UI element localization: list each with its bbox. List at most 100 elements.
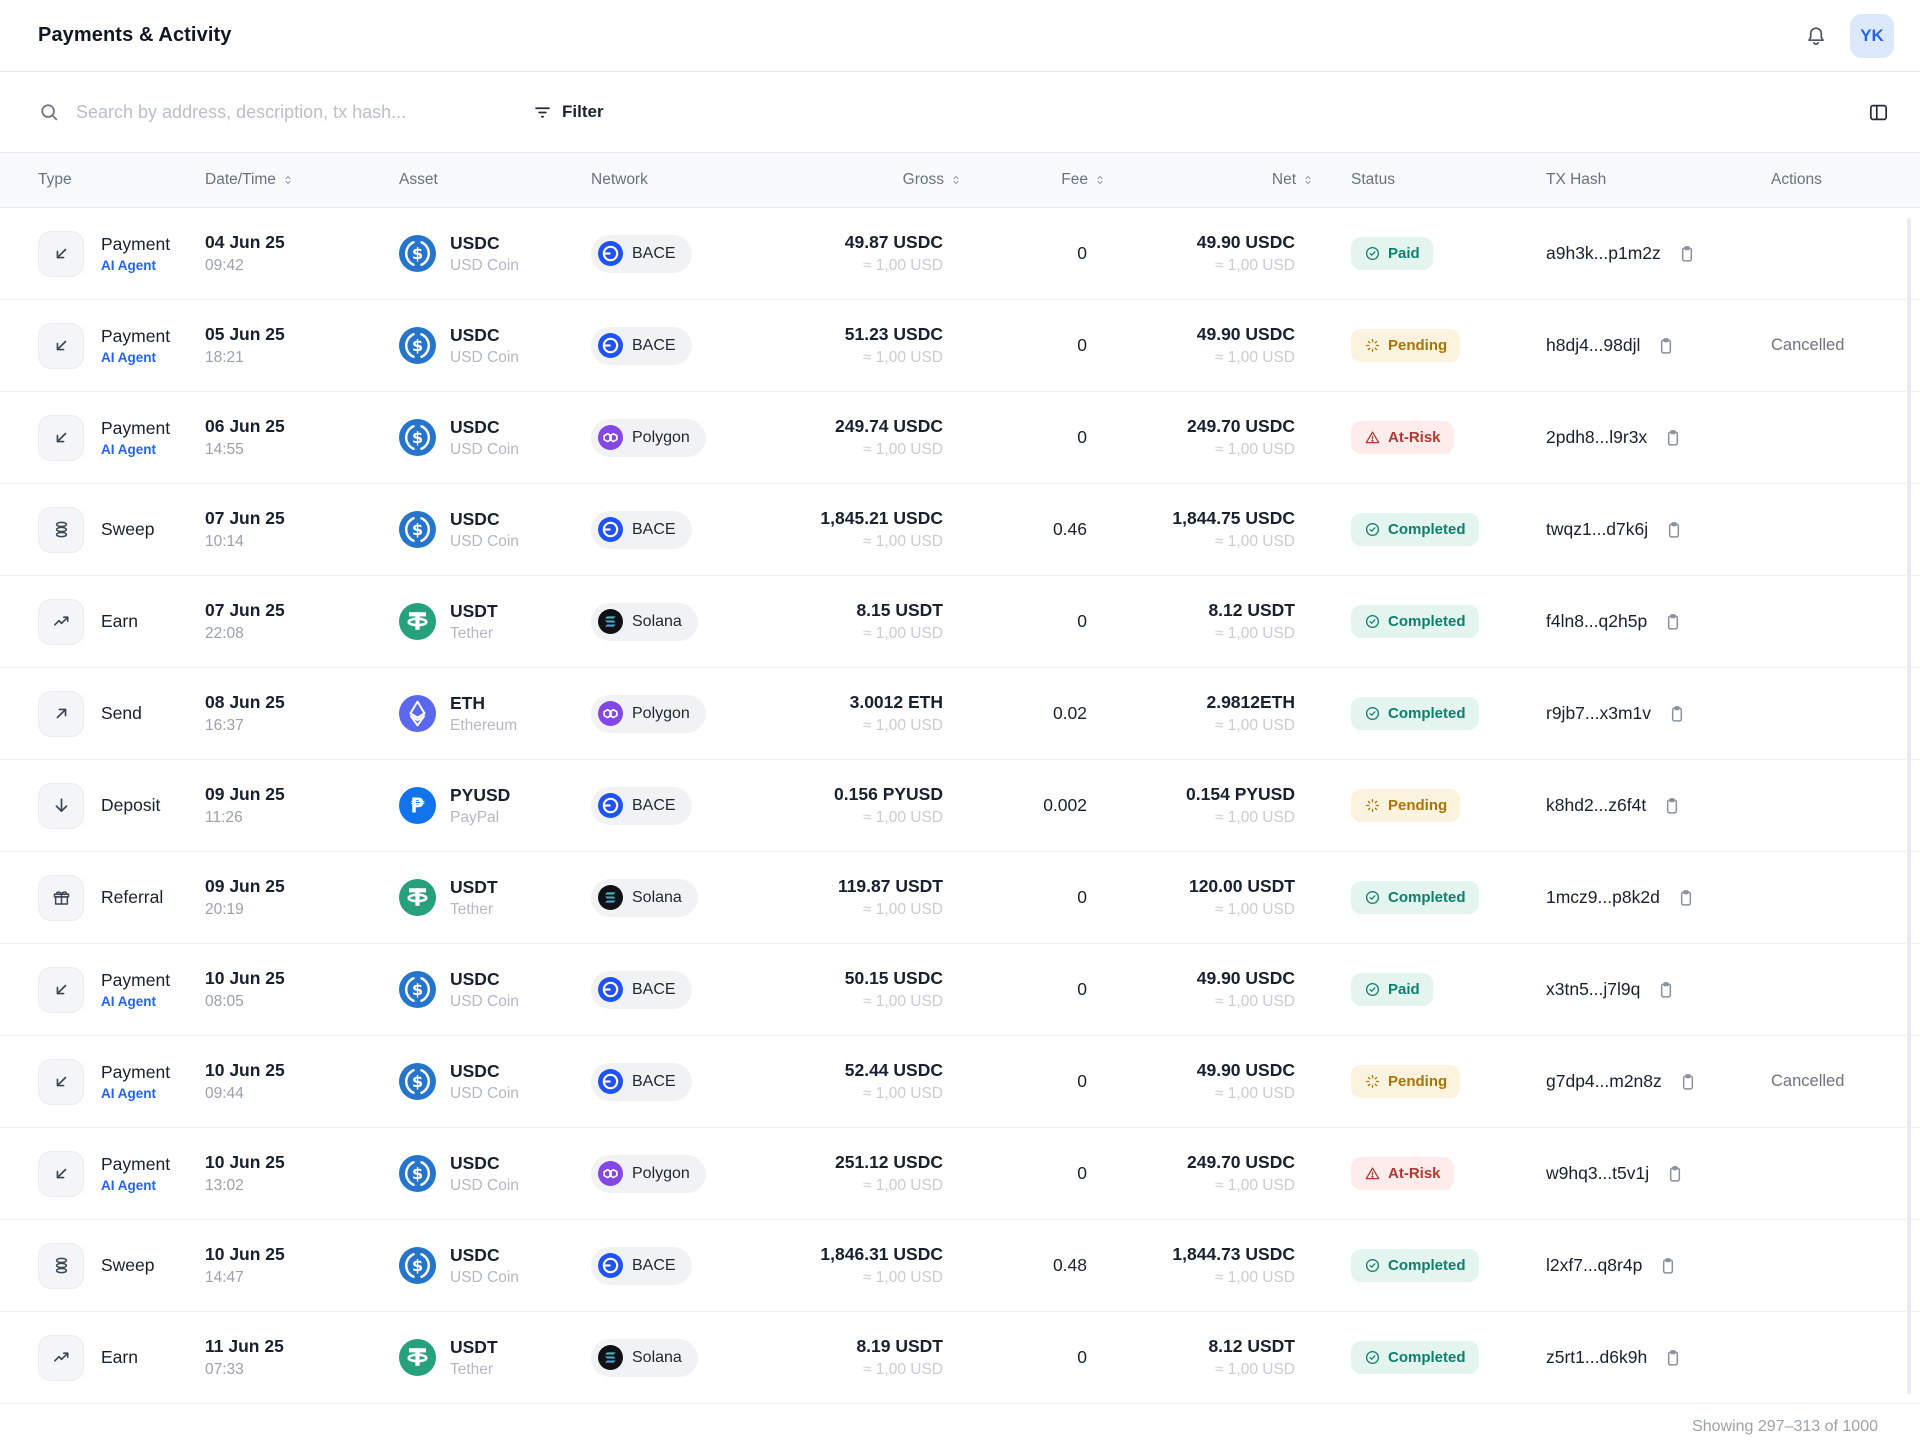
table-row[interactable]: Payment AI Agent 10 Jun 25 09:44 $ USDC …	[0, 1036, 1920, 1128]
polygon-network-icon	[598, 701, 623, 726]
network-badge: Polygon	[591, 418, 706, 457]
table-row[interactable]: Sweep 07 Jun 25 10:14 $ USDC USD Coin BA…	[0, 484, 1920, 576]
network-name: BACE	[632, 796, 676, 814]
tx-hash: g7dp4...m2n8z	[1546, 1071, 1662, 1091]
status-label: Completed	[1388, 1257, 1466, 1274]
status-badge: Completed	[1351, 605, 1479, 638]
filter-label: Filter	[562, 102, 604, 121]
status-badge: At-Risk	[1351, 421, 1454, 454]
filter-button[interactable]: Filter	[532, 102, 604, 123]
arrow-down-left-icon	[56, 340, 66, 351]
copy-tx-button[interactable]	[1677, 244, 1697, 264]
check-circle-icon	[1365, 1258, 1380, 1273]
column-label: Fee	[1061, 171, 1088, 188]
check-circle-icon	[1365, 246, 1380, 261]
columns-layout-toggle-icon[interactable]	[1867, 101, 1890, 124]
search-input[interactable]	[76, 101, 506, 123]
copy-tx-button[interactable]	[1676, 888, 1696, 908]
tx-hash: f4ln8...q2h5p	[1546, 611, 1648, 631]
network-name: BACE	[632, 520, 676, 538]
asset-symbol: ETH	[450, 692, 485, 713]
table-row[interactable]: Send 08 Jun 25 16:37 ETH Ethereum Polygo…	[0, 668, 1920, 760]
gross-usd-approx: ≈ 1,00 USD	[862, 901, 943, 918]
gross-usd-approx: ≈ 1,00 USD	[862, 717, 943, 734]
copy-tx-button[interactable]	[1678, 1072, 1698, 1092]
date-value: 09 Jun 25	[205, 876, 285, 896]
net-usd-approx: ≈ 1,00 USD	[1214, 533, 1295, 550]
status-badge: Completed	[1351, 1341, 1479, 1374]
table-row[interactable]: Earn 07 Jun 25 22:08 USDT Tether Solana …	[0, 576, 1920, 668]
status-icon	[1364, 981, 1381, 998]
column-header-datetime[interactable]: Date/Time	[205, 171, 399, 189]
column-header-net[interactable]: Net	[1113, 171, 1321, 189]
column-header-actions: Actions	[1771, 171, 1888, 189]
gross-amount: 51.23 USDC	[844, 324, 943, 344]
net-usd-approx: ≈ 1,00 USD	[1214, 1085, 1295, 1102]
usdt-coin-icon	[399, 879, 436, 916]
status-label: At-Risk	[1388, 1165, 1441, 1182]
avatar[interactable]: YK	[1850, 13, 1894, 58]
table-row[interactable]: Payment AI Agent 10 Jun 25 13:02 $ USDC …	[0, 1128, 1920, 1220]
sort-icon	[281, 173, 295, 187]
type-icon	[38, 1150, 84, 1197]
copy-tx-button[interactable]	[1656, 336, 1676, 356]
page-title: Payments & Activity	[38, 24, 232, 46]
copy-tx-button[interactable]	[1663, 1348, 1683, 1368]
asset-symbol: USDC	[450, 232, 500, 253]
net-amount: 49.90 USDC	[1196, 324, 1295, 344]
asset-name: USD Coin	[450, 1084, 519, 1102]
fee-amount: 0	[1077, 1163, 1087, 1183]
coins-stack-icon	[55, 521, 67, 538]
scrollbar[interactable]	[1907, 218, 1911, 1394]
copy-tx-button[interactable]	[1667, 704, 1687, 724]
table-row[interactable]: Earn 11 Jun 25 07:33 USDT Tether Solana …	[0, 1312, 1920, 1404]
copy-tx-button[interactable]	[1664, 520, 1684, 540]
copy-tx-button[interactable]	[1665, 1164, 1685, 1184]
usdc-coin-icon: $	[399, 419, 436, 456]
column-header-fee[interactable]: Fee	[969, 171, 1113, 189]
copy-tx-button[interactable]	[1663, 428, 1683, 448]
network-name: BACE	[632, 336, 676, 354]
notifications-bell-icon[interactable]	[1804, 24, 1828, 48]
asset-icon: ₱	[399, 787, 436, 824]
network-icon	[598, 1069, 623, 1094]
table-row[interactable]: Payment AI Agent 04 Jun 25 09:42 $ USDC …	[0, 208, 1920, 300]
clipboard-copy-icon	[1667, 797, 1678, 814]
arrow-down-left-icon	[56, 1168, 66, 1179]
trend-up-icon	[53, 616, 69, 626]
net-amount: 8.12 USDT	[1208, 1336, 1295, 1356]
asset-name: Tether	[450, 1360, 494, 1378]
spinner-icon	[1366, 1075, 1379, 1088]
copy-tx-button[interactable]	[1662, 796, 1682, 816]
table-row[interactable]: Payment AI Agent 06 Jun 25 14:55 $ USDC …	[0, 392, 1920, 484]
status-icon	[1364, 521, 1381, 538]
type-sublabel: AI Agent	[101, 994, 156, 1009]
table-row[interactable]: Deposit 09 Jun 25 11:26 ₱ PYUSD PayPal B…	[0, 760, 1920, 852]
status-badge: Pending	[1351, 329, 1461, 362]
type-label: Payment	[101, 418, 171, 438]
table-row[interactable]: Sweep 10 Jun 25 14:47 $ USDC USD Coin BA…	[0, 1220, 1920, 1312]
date-value: 04 Jun 25	[205, 232, 285, 252]
network-icon	[598, 701, 623, 726]
solana-network-icon	[598, 609, 623, 634]
asset-icon	[399, 603, 436, 640]
network-badge: BACE	[591, 510, 692, 549]
type-label: Payment	[101, 1062, 171, 1082]
network-name: BACE	[632, 1072, 676, 1090]
table-row[interactable]: Referral 09 Jun 25 20:19 USDT Tether Sol…	[0, 852, 1920, 944]
time-value: 08:05	[205, 993, 244, 1010]
table-row[interactable]: Payment AI Agent 05 Jun 25 18:21 $ USDC …	[0, 300, 1920, 392]
copy-tx-button[interactable]	[1663, 612, 1683, 632]
time-value: 09:42	[205, 257, 244, 274]
copy-tx-button[interactable]	[1658, 1256, 1678, 1276]
table-row[interactable]: Payment AI Agent 10 Jun 25 08:05 $ USDC …	[0, 944, 1920, 1036]
column-header-gross[interactable]: Gross	[790, 171, 969, 189]
asset-name: USD Coin	[450, 348, 519, 366]
network-name: BACE	[632, 980, 676, 998]
clipboard-copy-icon	[1680, 889, 1691, 906]
svg-text:$: $	[412, 1072, 423, 1091]
bace-network-icon	[598, 793, 623, 818]
copy-tx-button[interactable]	[1656, 980, 1676, 1000]
asset-symbol: USDC	[450, 1244, 500, 1265]
tx-hash: twqz1...d7k6j	[1546, 519, 1649, 539]
